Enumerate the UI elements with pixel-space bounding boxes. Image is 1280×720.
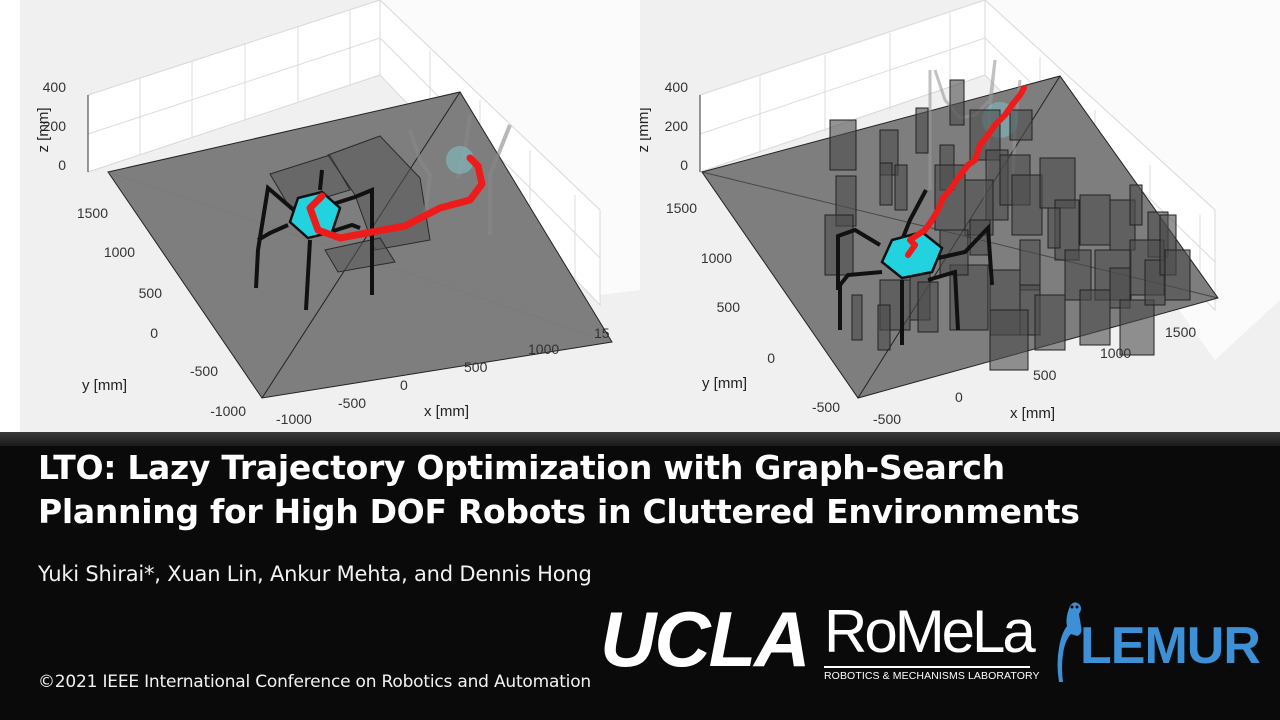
y-tick-label: 1000 [104, 244, 135, 260]
x-tick-label: -1000 [276, 411, 312, 427]
x-axis-label: x [mm] [424, 403, 469, 420]
x-tick-label: 1000 [528, 341, 559, 357]
romela-subtitle: ROBOTICS & MECHANISMS LABORATORY [824, 670, 1040, 682]
left-z-ticks: 400 200 0 [43, 79, 67, 173]
title-banner [0, 446, 1280, 720]
z-axis-label: z [mm] [640, 108, 652, 153]
x-tick-label: 500 [1033, 367, 1057, 383]
right-plot-canvas: 400 200 0 z [mm] [640, 0, 1280, 427]
lemur-animal-icon [1057, 602, 1082, 682]
x-tick-label: 0 [400, 377, 408, 393]
y-tick-label: 1000 [701, 250, 732, 266]
figure-area: 400 200 0 z [mm] [0, 0, 1280, 432]
z-tick-label: 200 [665, 118, 689, 134]
romela-rule [824, 666, 1030, 668]
x-axis-label: x [mm] [1010, 405, 1055, 422]
y-tick-label: -1000 [210, 403, 246, 419]
divider-bar [0, 432, 1280, 446]
x-tick-label: 1500 [1165, 324, 1196, 340]
x-tick-label: -500 [873, 411, 901, 427]
z-axis-label: z [mm] [35, 108, 52, 153]
y-tick-label: 1500 [77, 205, 108, 221]
title-line: Planning for High DOF Robots in Cluttere… [38, 492, 1080, 531]
y-axis-label: y [mm] [702, 375, 747, 392]
z-tick-label: 200 [43, 118, 67, 134]
left-plot: 400 200 0 z [mm] [0, 0, 640, 432]
x-tick-label: -500 [338, 395, 366, 411]
y-tick-label: 500 [139, 285, 163, 301]
z-tick-label: 0 [680, 157, 688, 173]
romela-logo: RoMeLa ROBOTICS & MECHANISMS LABORATORY [824, 598, 1040, 682]
ucla-logo: UCLA [600, 595, 811, 683]
y-axis-label: y [mm] [82, 377, 127, 394]
right-plot: 400 200 0 z [mm] [640, 0, 1280, 432]
left-margin [0, 0, 20, 432]
y-tick-label: -500 [190, 363, 218, 379]
y-tick-label: -500 [812, 399, 840, 415]
copyright-notice: ©2021 IEEE International Conference on R… [38, 672, 591, 692]
z-tick-label: 400 [665, 79, 689, 95]
z-tick-label: 400 [43, 79, 67, 95]
lemur-logo: LEMUR [1052, 598, 1261, 688]
y-tick-label: 0 [767, 350, 775, 366]
paper-title: LTO: Lazy Trajectory Optimization with G… [38, 446, 1258, 534]
x-tick-label: 0 [955, 389, 963, 405]
left-plot-canvas: 400 200 0 z [mm] [35, 0, 640, 427]
lemur-wordmark: LEMUR [1080, 617, 1261, 675]
z-tick-label: 0 [58, 157, 66, 173]
title-line: LTO: Lazy Trajectory Optimization with G… [38, 448, 1005, 487]
y-tick-label: 500 [717, 299, 741, 315]
x-tick-label: 15 [594, 325, 610, 341]
x-tick-label: 1000 [1100, 345, 1131, 361]
romela-wordmark: RoMeLa [824, 598, 1036, 665]
author-list: Yuki Shirai*, Xuan Lin, Ankur Mehta, and… [38, 562, 592, 586]
y-tick-label: 0 [150, 325, 158, 341]
x-tick-label: 500 [464, 359, 488, 375]
y-tick-label: 1500 [666, 200, 697, 216]
